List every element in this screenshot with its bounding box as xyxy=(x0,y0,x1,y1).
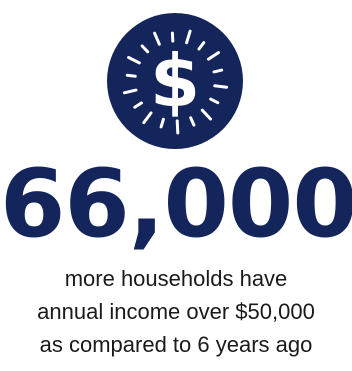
burst-ray xyxy=(159,117,165,129)
dollar-sign-glyph: $ xyxy=(150,39,200,123)
dollar-circle-graphic: $ xyxy=(107,13,243,149)
burst-ray xyxy=(207,51,220,61)
headline-number: 66,000 xyxy=(0,150,352,259)
burst-ray xyxy=(122,88,138,95)
burst-ray xyxy=(185,29,192,45)
burst-ray xyxy=(209,97,220,105)
burst-ray xyxy=(213,84,229,89)
burst-ray xyxy=(127,56,141,65)
burst-ray xyxy=(142,111,153,125)
burst-ray xyxy=(153,31,161,46)
icon-circle xyxy=(107,13,243,149)
burst-ray xyxy=(175,119,180,135)
caption-line-1: more households have xyxy=(64,266,288,291)
caption-line-3: as compared to 6 years ago xyxy=(39,332,313,357)
burst-ray xyxy=(200,108,212,121)
burst-ray xyxy=(212,68,224,74)
caption: more households have annual income over … xyxy=(0,262,352,361)
dollar-burst-icon: $ xyxy=(106,12,244,150)
caption-line-2: annual income over $50,000 xyxy=(37,299,315,324)
burst-ray xyxy=(125,73,137,78)
burst-ray xyxy=(189,116,196,127)
burst-ray xyxy=(197,41,206,51)
burst-rays xyxy=(122,29,229,135)
burst-ray xyxy=(140,44,150,54)
burst-ray xyxy=(133,101,143,109)
